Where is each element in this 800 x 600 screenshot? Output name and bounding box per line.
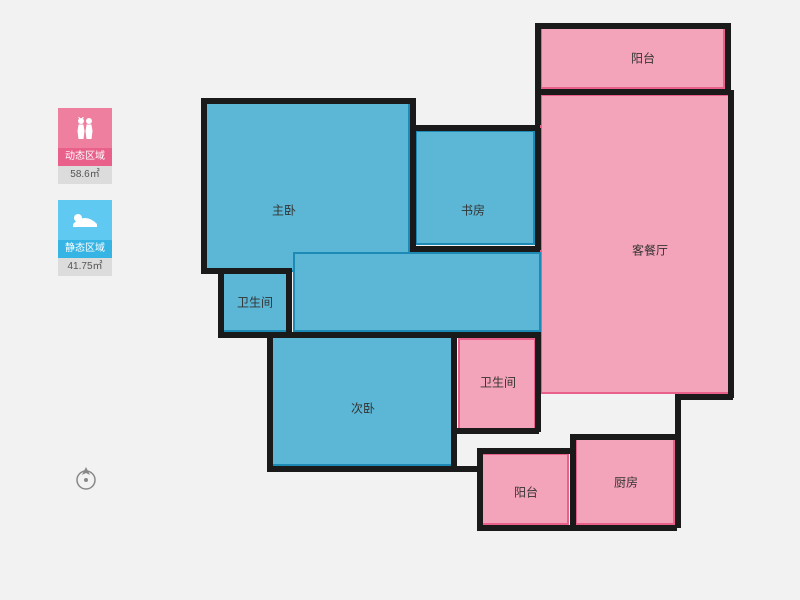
legend-dynamic-label: 动态区域 [58,148,112,166]
wall-1 [410,98,416,128]
floorplan: 阳台客餐厅卫生间厨房阳台主卧书房卫生间次卧 [178,10,738,570]
wall-14 [267,332,273,470]
legend: 动态区域 58.6㎡ 静态区域 41.75㎡ [58,108,112,292]
room-label-second: 次卧 [351,400,375,417]
wall-15 [267,466,457,472]
wall-29 [454,428,539,434]
wall-4 [535,23,729,29]
compass-icon [73,465,99,496]
room-label-living: 客餐厅 [632,242,668,259]
wall-9 [675,394,681,528]
wall-2 [410,125,540,131]
wall-7 [728,90,734,398]
wall-11 [477,448,483,528]
wall-0 [201,98,413,104]
wall-27 [535,332,541,432]
room-study [415,130,535,245]
wall-31 [570,434,678,440]
wall-22 [410,246,540,252]
room-master [205,102,410,272]
wall-20 [535,128,541,250]
wall-23 [286,268,292,334]
wall-6 [540,89,730,95]
legend-static-value: 41.75㎡ [58,258,112,276]
room-label-bath2: 卫生间 [480,374,516,391]
wall-19 [201,98,207,272]
room-label-balcony-bot: 阳台 [514,484,538,501]
wall-8 [675,394,733,400]
wall-26 [269,332,455,338]
wall-17 [218,268,224,336]
wall-16 [218,332,271,338]
wall-25 [451,332,457,470]
room-label-study: 书房 [461,202,485,219]
wall-21 [410,125,416,249]
wall-12 [454,466,480,472]
people-icon [58,108,112,148]
legend-static-label: 静态区域 [58,240,112,258]
room-hall [293,252,541,332]
wall-24 [222,268,290,274]
room-label-bath1: 卫生间 [237,294,273,311]
legend-dynamic-value: 58.6㎡ [58,166,112,184]
legend-static: 静态区域 41.75㎡ [58,200,112,276]
room-label-balcony-top: 阳台 [631,50,655,67]
room-label-kitchen: 厨房 [614,474,638,491]
legend-dynamic: 动态区域 58.6㎡ [58,108,112,184]
wall-32 [477,448,573,454]
sleep-icon [58,200,112,240]
room-label-master: 主卧 [272,202,296,219]
wall-28 [454,332,539,338]
wall-3 [535,23,541,125]
wall-5 [725,23,731,93]
wall-10 [477,525,677,531]
